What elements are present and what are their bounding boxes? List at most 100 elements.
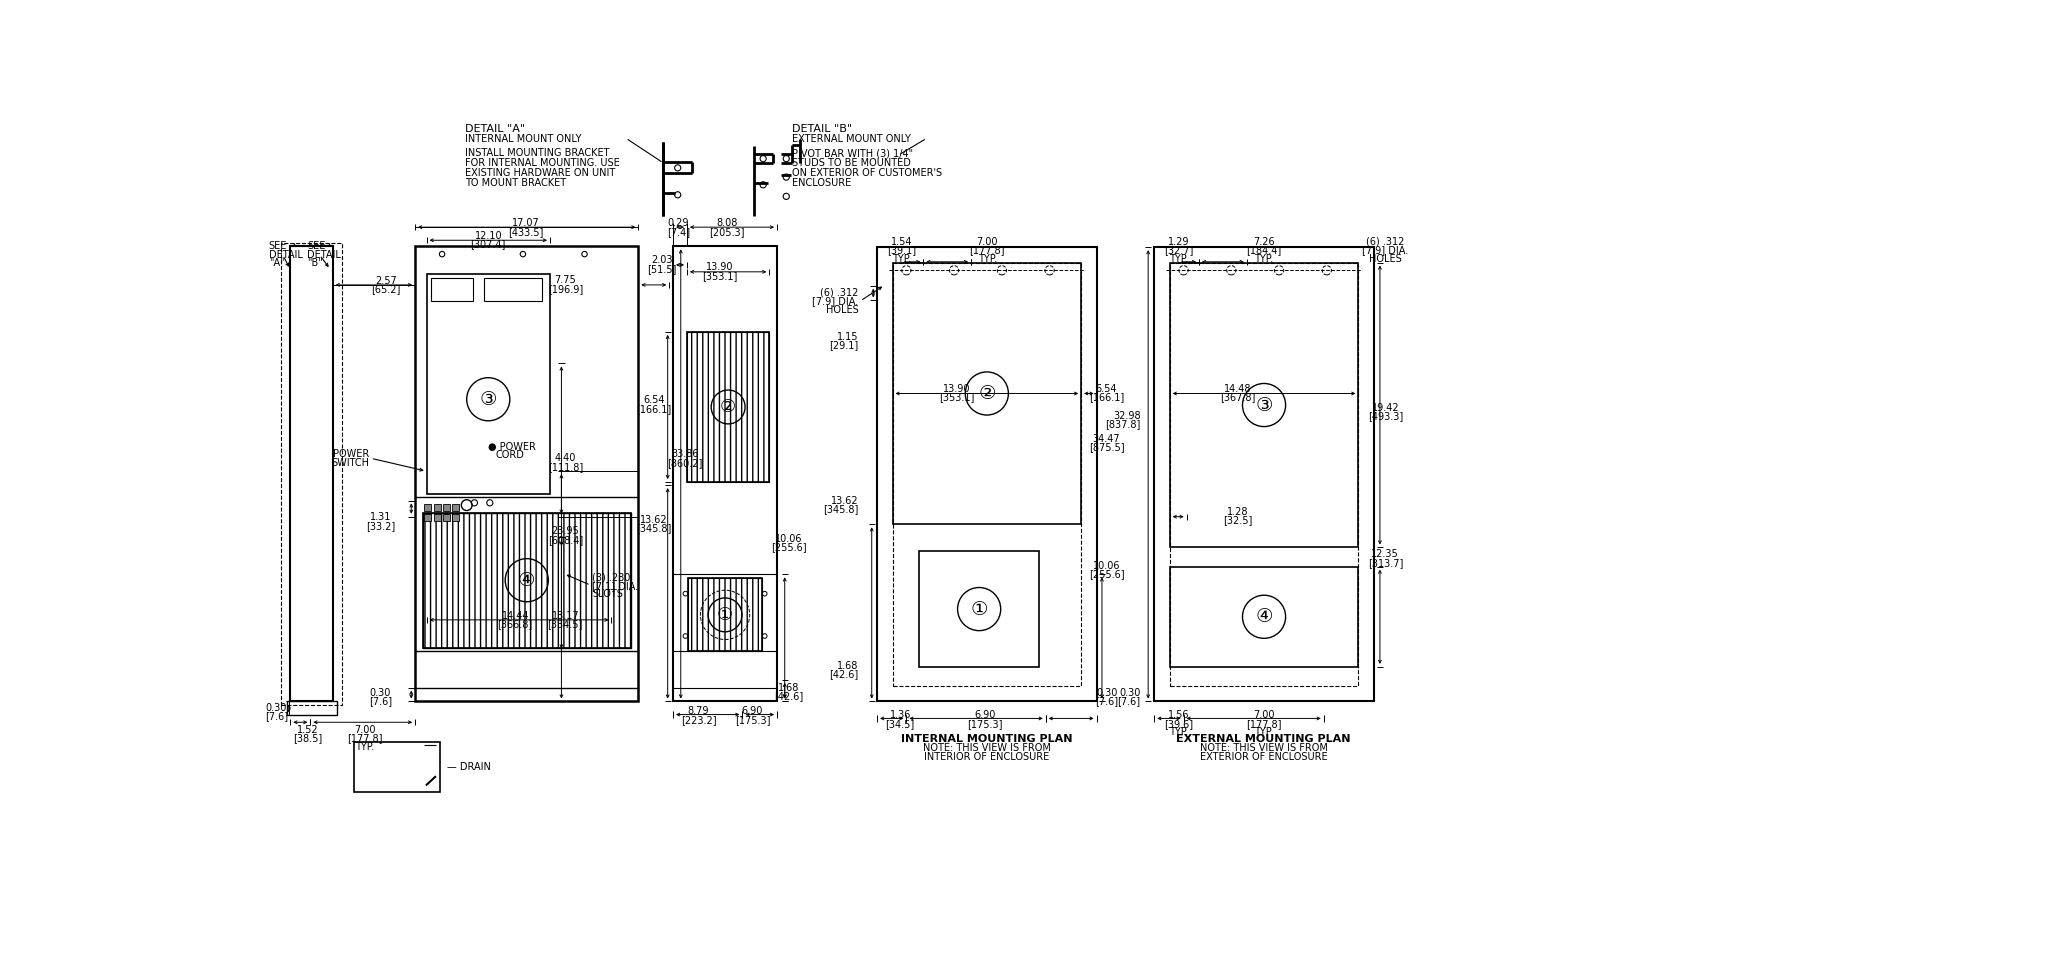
Text: [42.6]: [42.6]: [774, 691, 803, 702]
Text: [34.5]: [34.5]: [885, 719, 915, 729]
Text: HOLES: HOLES: [825, 304, 858, 315]
Bar: [434, 504, 440, 511]
Text: [42.6]: [42.6]: [829, 670, 858, 679]
Text: [166.1]: [166.1]: [637, 404, 672, 414]
Text: (6) .312: (6) .312: [821, 288, 858, 297]
Text: 0.29: 0.29: [668, 218, 690, 229]
Text: [7.4]: [7.4]: [668, 227, 690, 236]
Text: 0.30: 0.30: [1096, 688, 1118, 698]
Text: 19.42: 19.42: [1372, 403, 1399, 413]
Bar: [688, 578, 762, 651]
Text: 12.10: 12.10: [475, 231, 502, 240]
Text: SEE: SEE: [307, 241, 326, 251]
Text: 1.28: 1.28: [1227, 507, 1247, 517]
Text: TO MOUNT BRACKET: TO MOUNT BRACKET: [465, 178, 567, 188]
Text: 12.35: 12.35: [1372, 549, 1399, 559]
Text: EXTERIOR OF ENCLOSURE: EXTERIOR OF ENCLOSURE: [1200, 752, 1327, 762]
Text: [493.3]: [493.3]: [1368, 412, 1403, 422]
Text: [7.6]: [7.6]: [264, 711, 289, 721]
Text: SLOTS: SLOTS: [592, 589, 623, 600]
Text: SWITCH: SWITCH: [332, 457, 369, 468]
Text: [223.2]: [223.2]: [680, 715, 717, 725]
Text: (6) .312: (6) .312: [1366, 236, 1405, 247]
Text: [7.1] DIA.: [7.1] DIA.: [592, 581, 639, 591]
Bar: [485, 278, 543, 301]
Text: [7.6]: [7.6]: [369, 697, 391, 706]
Text: EXISTING HARDWARE ON UNIT: EXISTING HARDWARE ON UNIT: [465, 169, 614, 178]
Text: [313.7]: [313.7]: [1368, 558, 1403, 568]
Text: ②: ②: [979, 384, 995, 403]
Text: [7.6]: [7.6]: [1096, 697, 1118, 706]
Text: [334.5]: [334.5]: [547, 619, 584, 630]
Circle shape: [487, 500, 494, 506]
Bar: [281, 242, 342, 705]
Text: FOR INTERNAL MOUNTING. USE: FOR INTERNAL MOUNTING. USE: [465, 158, 621, 169]
Text: TYP.: TYP.: [1253, 728, 1274, 737]
Text: STUDS TO BE MOUNTED: STUDS TO BE MOUNTED: [793, 158, 911, 169]
Text: [177.8]: [177.8]: [969, 245, 1006, 255]
Text: [433.5]: [433.5]: [508, 227, 543, 236]
Text: 4.40: 4.40: [555, 453, 575, 463]
Bar: [893, 263, 1081, 524]
Text: SEE: SEE: [268, 241, 287, 251]
Text: 7.26: 7.26: [1253, 236, 1274, 247]
Text: [32.5]: [32.5]: [1223, 516, 1251, 525]
Bar: [1169, 567, 1358, 667]
Text: [353.1]: [353.1]: [702, 270, 737, 281]
Text: DETAIL "A": DETAIL "A": [465, 124, 524, 135]
Bar: [287, 702, 336, 715]
Bar: [453, 514, 459, 520]
Text: — DRAIN: — DRAIN: [446, 762, 492, 771]
Text: 1.31: 1.31: [371, 513, 391, 522]
Text: [177.8]: [177.8]: [348, 734, 383, 743]
Text: TYP.: TYP.: [1253, 254, 1274, 264]
Text: PIVOT BAR WITH (3) 1/4": PIVOT BAR WITH (3) 1/4": [793, 148, 913, 158]
Text: 34.47: 34.47: [1094, 434, 1120, 444]
Text: ④: ④: [1255, 608, 1272, 626]
Text: ①: ①: [717, 606, 733, 624]
Text: [175.3]: [175.3]: [735, 715, 770, 725]
Text: [255.6]: [255.6]: [770, 543, 807, 552]
Text: TYP.: TYP.: [1169, 728, 1188, 737]
Bar: [422, 513, 631, 647]
Text: DETAIL "B": DETAIL "B": [793, 124, 852, 135]
Text: 32.98: 32.98: [1112, 411, 1141, 421]
Text: 13.17: 13.17: [551, 611, 580, 621]
Text: EXTERNAL MOUNTING PLAN: EXTERNAL MOUNTING PLAN: [1176, 735, 1352, 744]
Text: TYP.: TYP.: [977, 254, 997, 264]
Text: 1.68: 1.68: [838, 661, 858, 672]
Text: [307.4]: [307.4]: [471, 239, 506, 249]
Text: (3) .280: (3) .280: [592, 573, 631, 582]
Bar: [877, 247, 1096, 702]
Bar: [442, 514, 451, 520]
Bar: [434, 514, 440, 520]
Text: [875.5]: [875.5]: [1090, 443, 1124, 453]
Text: DETAIL: DETAIL: [268, 250, 303, 260]
Text: POWER: POWER: [332, 450, 369, 459]
Bar: [674, 246, 776, 702]
Text: [608.4]: [608.4]: [547, 535, 584, 545]
Text: 1.56: 1.56: [1167, 710, 1190, 720]
Text: [111.8]: [111.8]: [547, 461, 584, 472]
Text: 8.08: 8.08: [717, 218, 737, 229]
Text: [177.8]: [177.8]: [1245, 719, 1282, 729]
Text: 6.90: 6.90: [741, 706, 764, 716]
Text: ②: ②: [721, 398, 735, 416]
Text: ● POWER: ● POWER: [487, 442, 537, 452]
Text: HOLES: HOLES: [1368, 254, 1401, 264]
Bar: [354, 741, 440, 792]
Text: 13.62: 13.62: [831, 495, 858, 506]
Bar: [920, 551, 1038, 667]
Text: 1.29: 1.29: [1167, 236, 1190, 247]
Text: [33.2]: [33.2]: [367, 521, 395, 531]
Text: [65.2]: [65.2]: [371, 285, 401, 295]
Bar: [688, 578, 762, 651]
Text: [7.9] DIA.: [7.9] DIA.: [1362, 245, 1409, 255]
Bar: [291, 246, 332, 702]
Text: 1.52: 1.52: [297, 725, 317, 735]
Text: 7.00: 7.00: [1253, 710, 1274, 720]
Text: 1.54: 1.54: [891, 236, 913, 247]
Text: 13.90: 13.90: [707, 263, 733, 272]
Text: EXTERNAL MOUNT ONLY: EXTERNAL MOUNT ONLY: [793, 135, 911, 144]
Text: CORD: CORD: [496, 450, 524, 460]
